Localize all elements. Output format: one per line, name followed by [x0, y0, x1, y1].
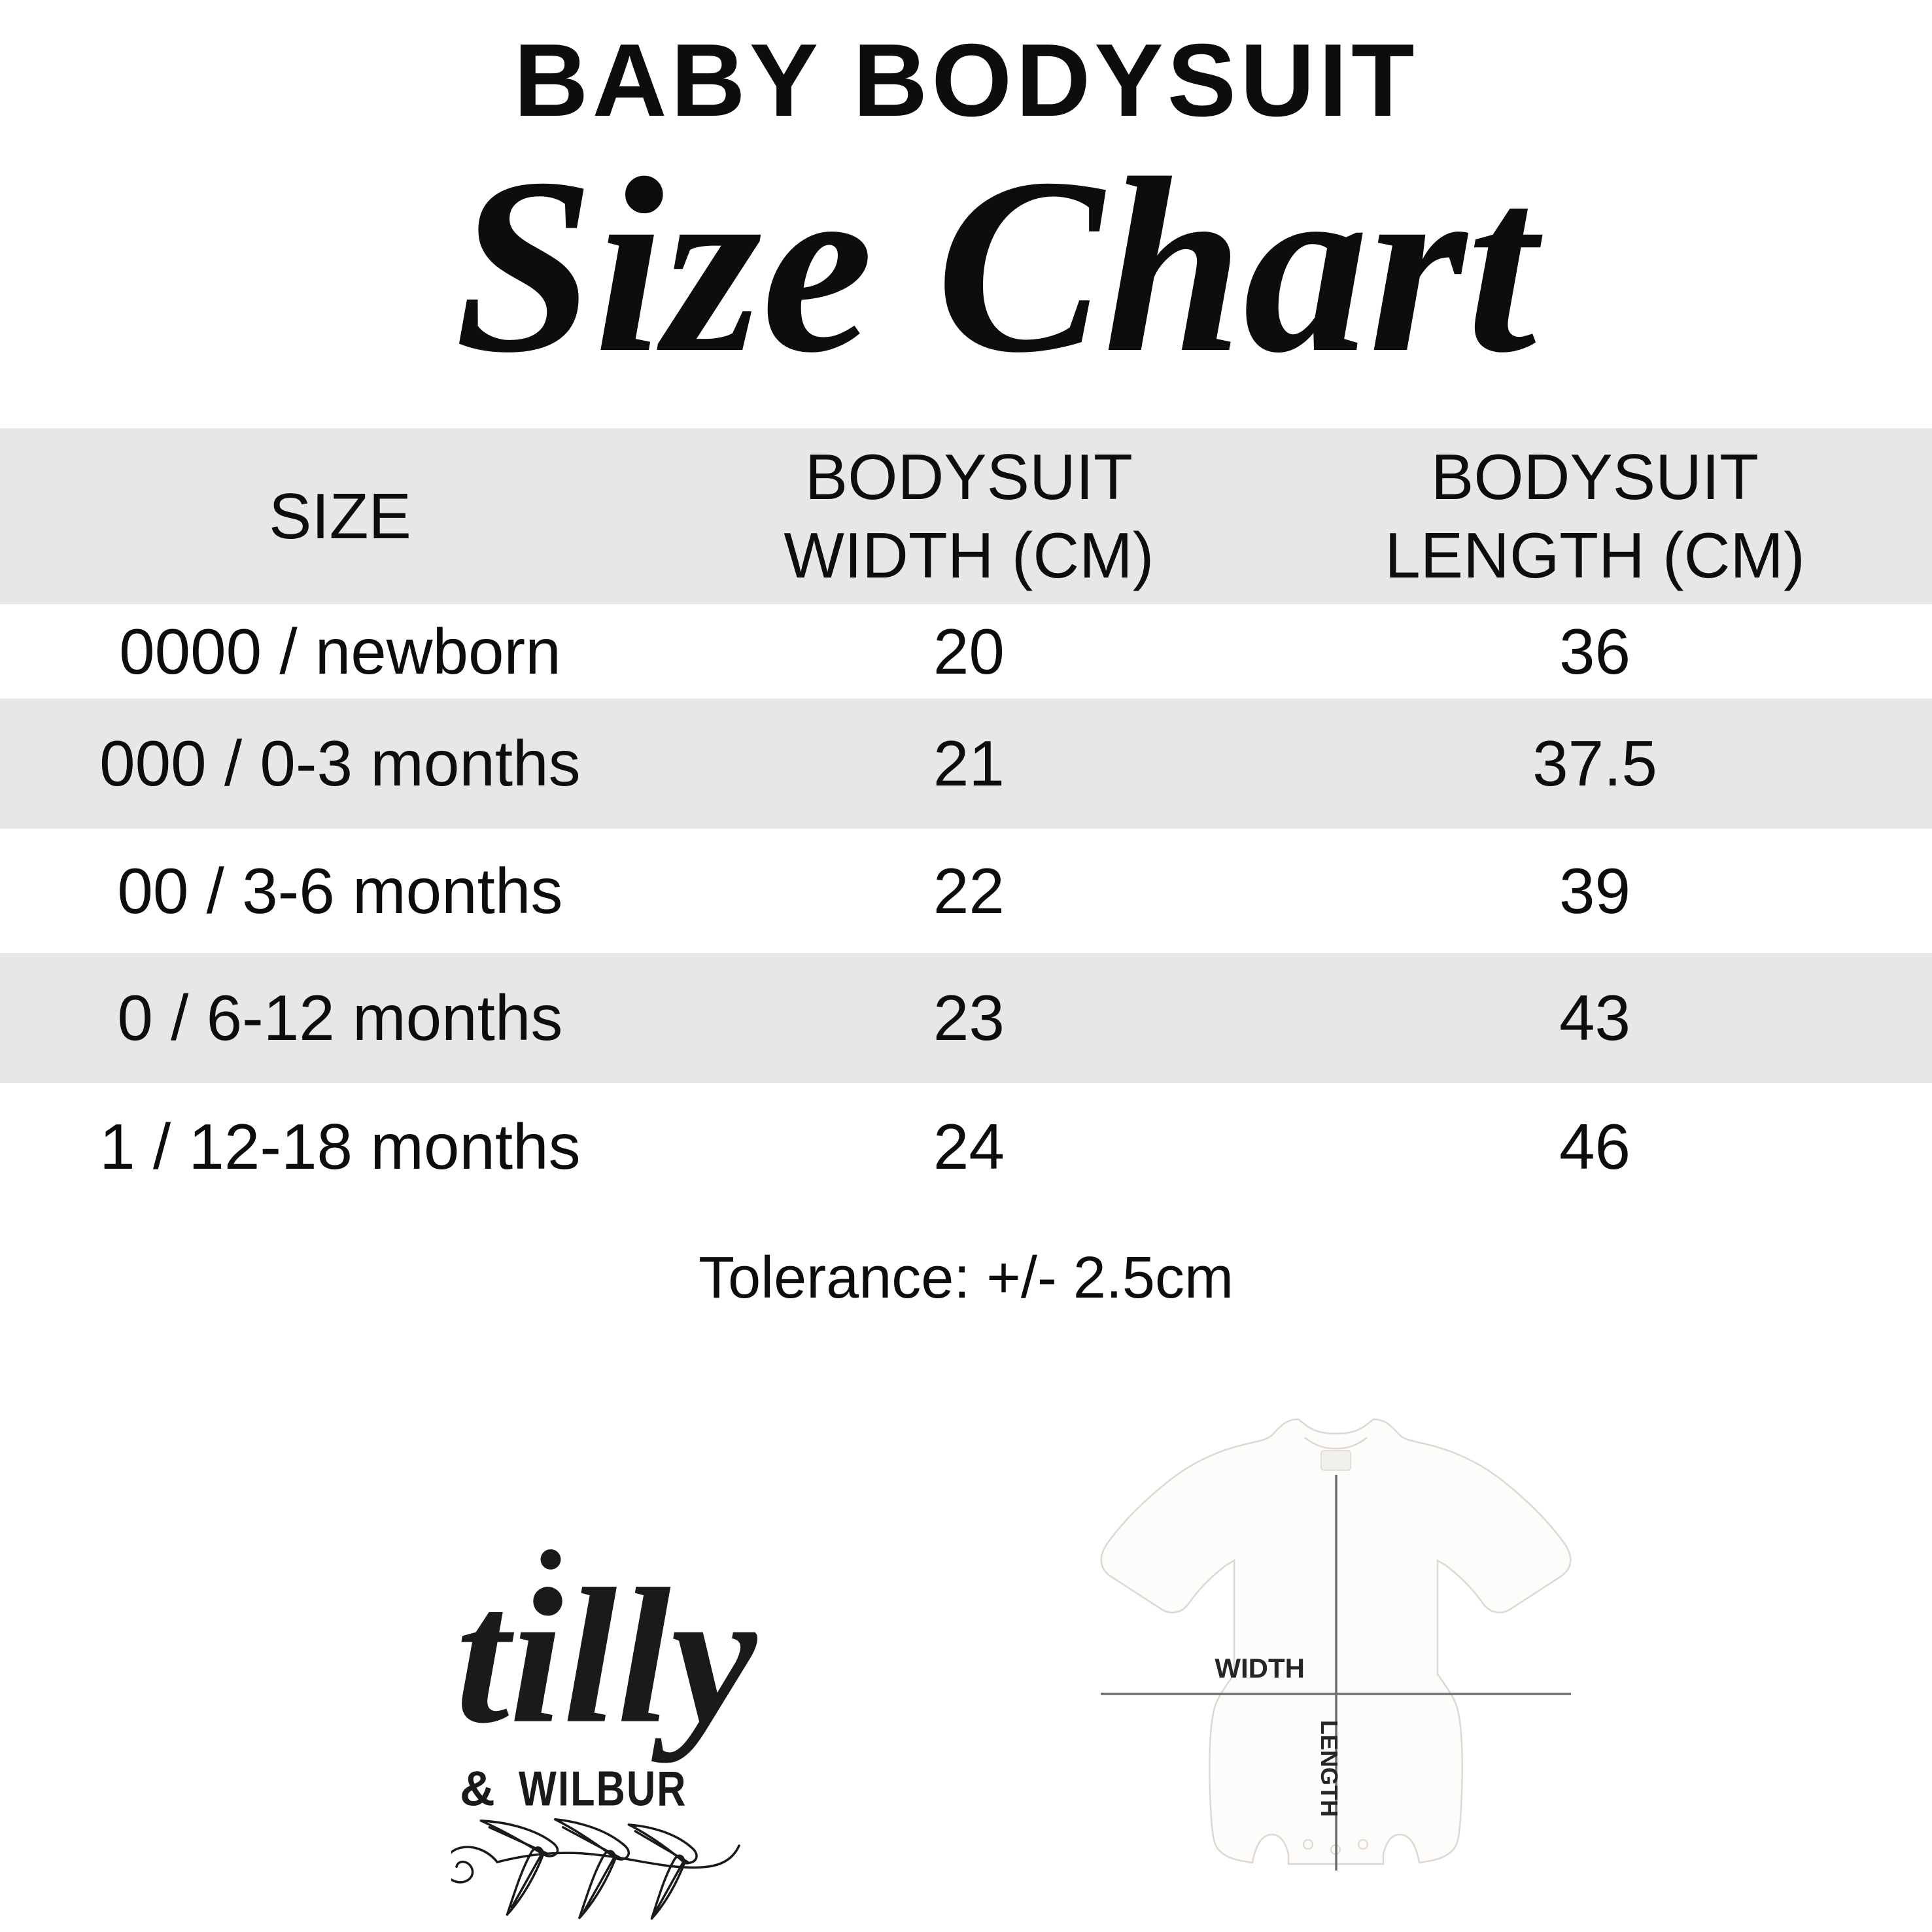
svg-text:WIDTH: WIDTH — [1215, 1653, 1305, 1683]
svg-text:tilly: tilly — [455, 1549, 758, 1764]
svg-text:LENGTH: LENGTH — [1316, 1720, 1343, 1817]
svg-text:WILBUR: WILBUR — [519, 1762, 687, 1816]
svg-text:&: & — [460, 1761, 496, 1816]
